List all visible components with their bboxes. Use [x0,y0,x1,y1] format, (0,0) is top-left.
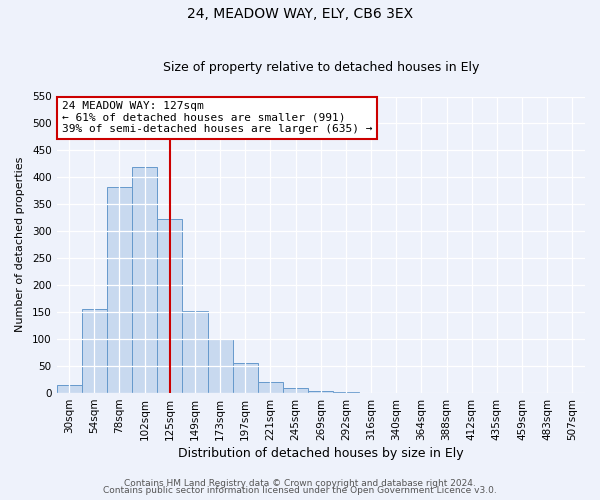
Title: Size of property relative to detached houses in Ely: Size of property relative to detached ho… [163,62,479,74]
Bar [383,392,409,393]
Text: Contains public sector information licensed under the Open Government Licence v3: Contains public sector information licen… [103,486,497,495]
Bar [459,392,484,393]
Bar [258,382,283,393]
Bar [107,186,132,393]
Text: Contains HM Land Registry data © Crown copyright and database right 2024.: Contains HM Land Registry data © Crown c… [124,478,476,488]
Bar [233,364,258,393]
Bar [308,391,334,393]
Bar [132,166,157,393]
Bar [334,392,359,393]
Text: 24 MEADOW WAY: 127sqm
← 61% of detached houses are smaller (991)
39% of semi-det: 24 MEADOW WAY: 127sqm ← 61% of detached … [62,101,373,134]
Bar [283,388,308,393]
Bar [560,392,585,393]
Bar [82,310,107,393]
Bar [359,392,383,393]
Bar [182,310,208,393]
Y-axis label: Number of detached properties: Number of detached properties [15,157,25,332]
Bar [157,219,182,393]
Bar [56,385,82,393]
X-axis label: Distribution of detached houses by size in Ely: Distribution of detached houses by size … [178,447,464,460]
Bar [208,339,233,393]
Text: 24, MEADOW WAY, ELY, CB6 3EX: 24, MEADOW WAY, ELY, CB6 3EX [187,8,413,22]
